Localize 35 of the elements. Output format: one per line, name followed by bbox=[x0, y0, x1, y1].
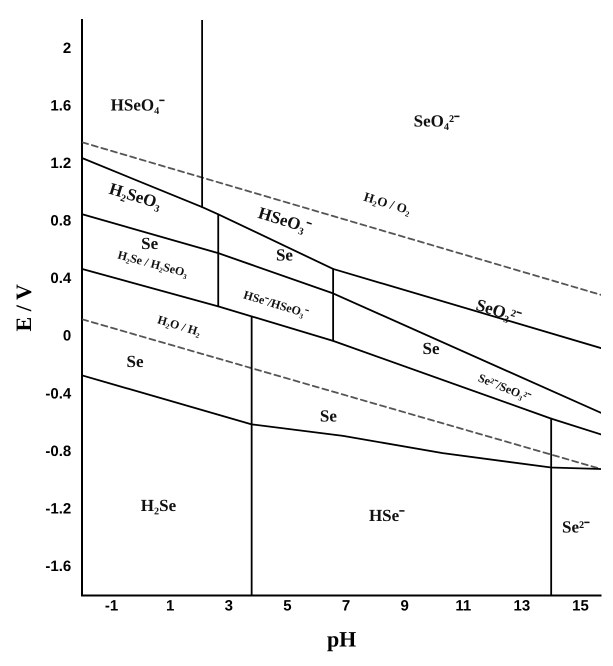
annotation: Se bbox=[141, 234, 159, 253]
annotation: H₂O / O₂ bbox=[362, 188, 413, 218]
annotation: Se²⁻ bbox=[562, 517, 590, 536]
annotation: HSe⁻ bbox=[368, 506, 406, 525]
y-tick-label: 1.6 bbox=[50, 97, 72, 114]
annotation: Se bbox=[276, 245, 294, 264]
annotation: H₂O / H₂ bbox=[156, 312, 203, 339]
y-tick-label: 2 bbox=[62, 40, 72, 57]
y-tick-label: 0.8 bbox=[50, 212, 72, 230]
x-tick-label: 13 bbox=[514, 598, 530, 615]
annotation: HSeO₄⁻ bbox=[110, 96, 166, 115]
annotation: HSeO₃⁻ bbox=[256, 203, 314, 238]
x-tick-label: 15 bbox=[572, 598, 589, 615]
annotation: SeO₄²⁻ bbox=[414, 112, 460, 131]
annotation: SeO₃²⁻ bbox=[474, 295, 524, 327]
annotation: Se bbox=[422, 338, 440, 358]
x-axis-title: pH bbox=[326, 626, 356, 652]
x-tick-label: 3 bbox=[224, 598, 233, 615]
x-tick-label: -1 bbox=[104, 598, 118, 615]
x-tick-label: 5 bbox=[283, 598, 292, 615]
x-tick-label: 7 bbox=[342, 598, 350, 615]
annotation: H₂Se bbox=[140, 496, 177, 515]
annotation: Se bbox=[126, 352, 144, 371]
y-tick-label: -1.2 bbox=[45, 500, 72, 518]
y-tick-label: 0 bbox=[62, 328, 72, 345]
x-tick-label: 9 bbox=[400, 598, 409, 615]
y-tick-label: -0.4 bbox=[45, 385, 72, 402]
x-tick-label: 11 bbox=[455, 598, 472, 615]
y-tick-label: -0.8 bbox=[45, 442, 72, 460]
y-tick-label: -1.6 bbox=[45, 558, 72, 575]
y-tick-label: 0.4 bbox=[50, 270, 72, 288]
x-tick-label: 1 bbox=[166, 598, 174, 615]
annotation: Se bbox=[320, 406, 338, 426]
y-tick-label: 1.2 bbox=[50, 155, 72, 172]
y-axis-title: E / V bbox=[10, 284, 36, 332]
